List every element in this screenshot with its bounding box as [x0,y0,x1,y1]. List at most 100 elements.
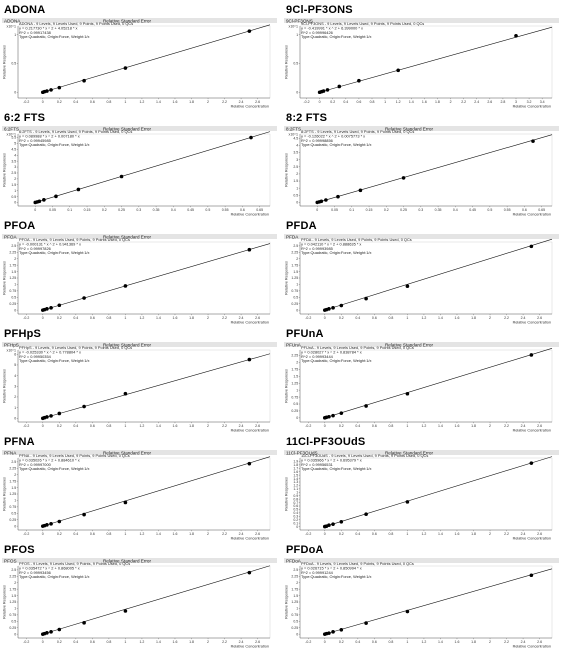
chart-panel: 8:2 FTS 8:2FTS Relative Standard Error 8:2F… [284,112,559,222]
y-multiplier-label: x10^1 [7,349,16,353]
x-tick-label: 1.8 [471,640,476,644]
x-tick-label: 1 [406,532,408,536]
x-tick-label: 2.6 [255,532,260,536]
x-tick-label: -0.2 [304,100,310,104]
x-tick-label: 0.55 [222,208,229,212]
y-tick-label: 4 [296,144,298,148]
x-axis-label: Relative Concentration [513,105,551,109]
chart-header-id: ADONA [4,18,21,23]
y-tick-label: 2.5 [11,568,16,572]
x-tick-label: 1.6 [422,100,427,104]
equation-info-line: y = 0.217730 * x ^ 2 + 4.05218 * x [19,25,78,30]
chart-header-id: PFOA [4,234,17,239]
x-tick-label: 0.65 [256,208,263,212]
calibration-fit-line [42,565,271,635]
y-tick-label: 1.75 [291,263,298,267]
x-axis-label: Relative Concentration [513,429,551,433]
y-tick-label: 0.5 [11,295,16,299]
chart-header-band [284,558,559,563]
x-tick-label: 0.4 [73,316,78,320]
x-tick-label: 3.4 [540,100,545,104]
data-point [57,85,62,90]
chart-panel: PFOA PFOA Relative Standard Error PFOA - 9 … [2,220,277,330]
x-tick-label: 0 [324,532,326,536]
equation-info-line: Type:Quadratic, Origin:Force, Weight:1/x [301,250,371,255]
y-tick-label: 2.25 [291,574,298,578]
y-tick-label: 4.5 [293,136,298,140]
data-point [319,199,324,204]
chart-header-center: Relative Standard Error [103,18,151,23]
x-tick-label: 1.4 [156,316,161,320]
x-tick-label: 2.4 [239,100,244,104]
data-point [405,500,410,504]
x-tick-label: 0.2 [339,316,344,320]
y-tick-label: 0 [14,524,16,528]
calibration-fit-line [42,243,271,311]
y-tick-label: 0 [296,90,298,94]
x-tick-label: 0 [324,640,326,644]
y-tick-label: 0 [296,308,298,312]
data-point [405,284,410,289]
x-tick-label: 1 [406,640,408,644]
x-tick-label: 0.35 [153,208,160,212]
y-axis-label: Relative Responses [3,369,7,403]
equation-info-line: R^2 = 0.99997000 [19,462,52,467]
equation-info-line: Type:Quadratic, Origin:Force, Weight:1/x [301,142,371,147]
data-point [339,303,344,308]
x-tick-label: 0.2 [57,532,62,536]
y-tick-label: 2.5 [293,568,298,572]
y-tick-label: 2 [14,473,16,477]
x-tick-label: 0.8 [388,424,393,428]
x-tick-label: 0.3 [418,208,423,212]
x-tick-label: 2.2 [504,640,509,644]
chart-header-id: PFDoA [286,558,302,563]
y-tick-label: 1.5 [293,375,298,379]
x-tick-label: 1 [124,100,126,104]
equation-info-line: PFHpS - 9 Levels, 9 Levels Used, 9 Point… [19,345,132,350]
data-point [336,194,340,199]
x-tick-label: 1.8 [189,100,194,104]
y-tick-label: 0.5 [11,62,16,66]
x-tick-label: 2 [207,640,209,644]
calibration-fit-line [324,456,553,527]
y-tick-label: 1.75 [291,587,298,591]
y-tick-label: 1 [14,283,16,287]
data-point [49,306,53,310]
equation-info-line: y = 0.089988 * x ^ 2 + 0.007180 * x [19,133,80,138]
data-point [364,512,368,517]
data-point [327,414,331,419]
chart-title: PFHpS [4,328,42,340]
x-tick-label: 0 [34,208,36,212]
y-tick-label: 1.9 [293,460,298,464]
y-tick-label: 0.2 [293,518,298,522]
y-tick-label: 1.5 [11,486,16,490]
y-tick-label: 5 [14,142,16,146]
x-axis-label: Relative Concentration [231,645,269,649]
x-tick-label: 1.2 [139,424,144,428]
x-tick-label: 2.2 [222,100,227,104]
data-point [364,404,368,408]
chart-panel: 9Cl-PF3ONS 9Cl-PF3ONS 9Cl-PF3ONS - 9 Level… [284,4,559,114]
data-point [324,198,328,202]
y-multiplier-label: x10^1 [289,133,298,137]
data-point [82,512,86,517]
chart-panel: PFOS PFOS Relative Standard Error PFOS - 9 … [2,544,277,654]
x-tick-label: 1.2 [421,532,426,536]
y-tick-label: 4.5 [11,148,16,152]
y-tick-label: 0.25 [9,626,16,630]
x-tick-label: 3.2 [527,100,532,104]
x-tick-label: 2 [450,100,452,104]
x-axis-label: Relative Concentration [231,321,269,325]
x-tick-label: 0.6 [372,532,377,536]
y-tick-label: 0.75 [9,613,16,617]
x-tick-label: 2.2 [222,424,227,428]
chart-header-band [2,558,277,563]
chart-panel: PFDA PFDA PFDA - 9 Levels, 9 Levels Used, … [284,220,559,330]
x-tick-label: 1.2 [139,316,144,320]
chart-title: 11Cl-PF3OUdS [286,436,366,448]
x-tick-label: 0.8 [106,532,111,536]
equation-info-line: 6:2FTS - 9 Levels, 9 Levels Used, 9 Poin… [19,129,132,134]
y-tick-label: 0.5 [293,402,298,406]
